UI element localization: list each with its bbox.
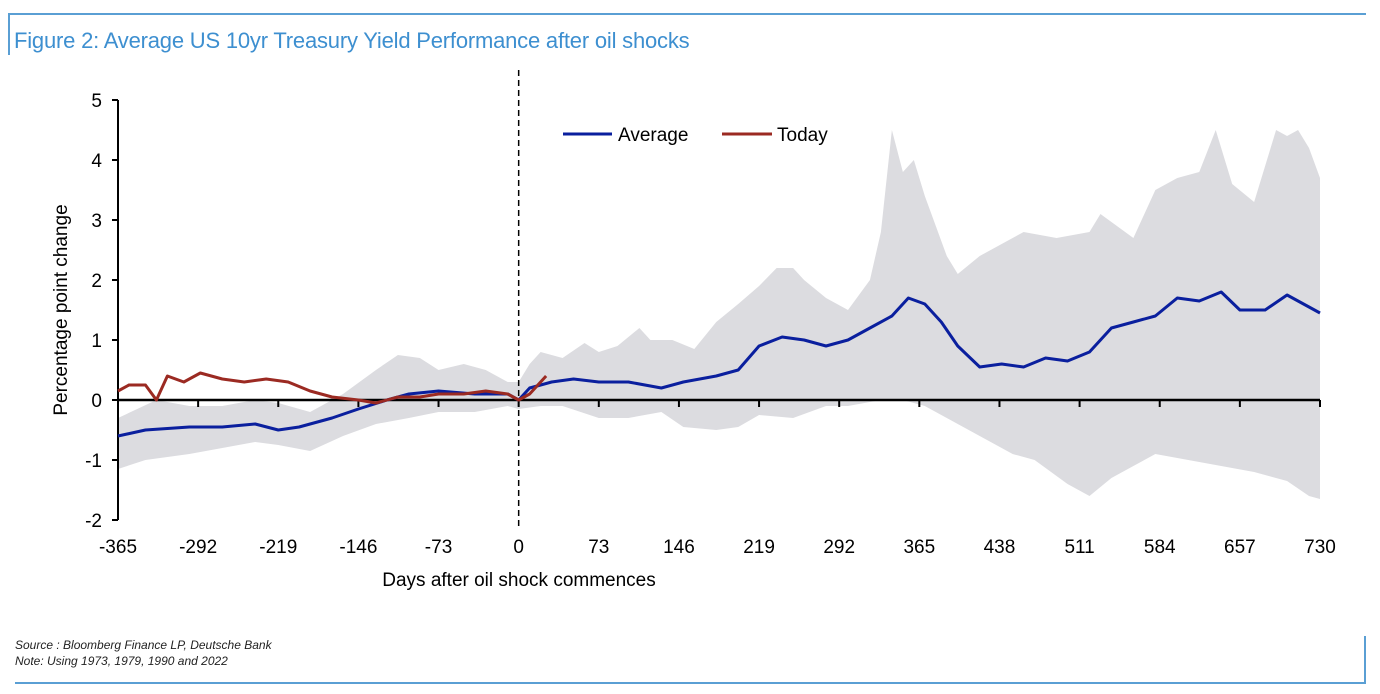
x-axis-label: Days after oil shock commences [382, 570, 656, 591]
y-tick-label: 2 [91, 271, 102, 292]
series-group [117, 290, 1321, 438]
x-tick-label: -292 [179, 537, 217, 558]
x-tick-label: -219 [259, 537, 297, 558]
frame-right-rule [1364, 636, 1366, 684]
x-tick-label: 730 [1304, 537, 1336, 558]
x-tick-label: 657 [1224, 537, 1256, 558]
y-tick-label: 0 [91, 391, 102, 412]
y-tick-label: 1 [91, 331, 102, 352]
range-band-group [118, 130, 1320, 499]
y-tick-label: -2 [85, 511, 102, 532]
legend-label-today: Today [777, 125, 828, 146]
x-tick-label: 219 [743, 537, 775, 558]
x-tick-label: -365 [99, 537, 137, 558]
legend-label-average: Average [618, 125, 688, 146]
source-note: Source : Bloomberg Finance LP, Deutsche … [15, 638, 272, 652]
y-tick-label: 3 [91, 211, 102, 232]
figure-title: Figure 2: Average US 10yr Treasury Yield… [14, 28, 690, 53]
frame-top-rule [8, 13, 1366, 15]
axes-group: -2 -1 0 1 2 3 4 5 -365 -292 -219 -146 -73 0 73 146 219 29… [85, 70, 1336, 558]
x-tick-label: 146 [663, 537, 695, 558]
x-tick-label: 292 [823, 537, 855, 558]
x-tick-label: 73 [588, 537, 609, 558]
series-line-average [117, 290, 1321, 438]
x-tick-label: 0 [513, 537, 524, 558]
range-band [118, 130, 1320, 499]
x-tick-label: -73 [425, 537, 452, 558]
x-tick-label: 511 [1064, 537, 1094, 558]
x-tick-label: 438 [984, 537, 1016, 558]
y-tick-label: -1 [85, 451, 102, 472]
legend: Average Today [563, 125, 828, 146]
y-tick-label: 5 [91, 91, 102, 112]
x-tick-label: -146 [339, 537, 377, 558]
frame-left-rule [8, 13, 10, 55]
x-tick-label: 365 [903, 537, 935, 558]
x-tick-label: 584 [1144, 537, 1176, 558]
y-tick-label: 4 [91, 151, 102, 172]
footnote: Note: Using 1973, 1979, 1990 and 2022 [15, 654, 228, 668]
frame-bottom-rule [15, 682, 1366, 684]
y-axis-label: Percentage point change [51, 204, 72, 415]
